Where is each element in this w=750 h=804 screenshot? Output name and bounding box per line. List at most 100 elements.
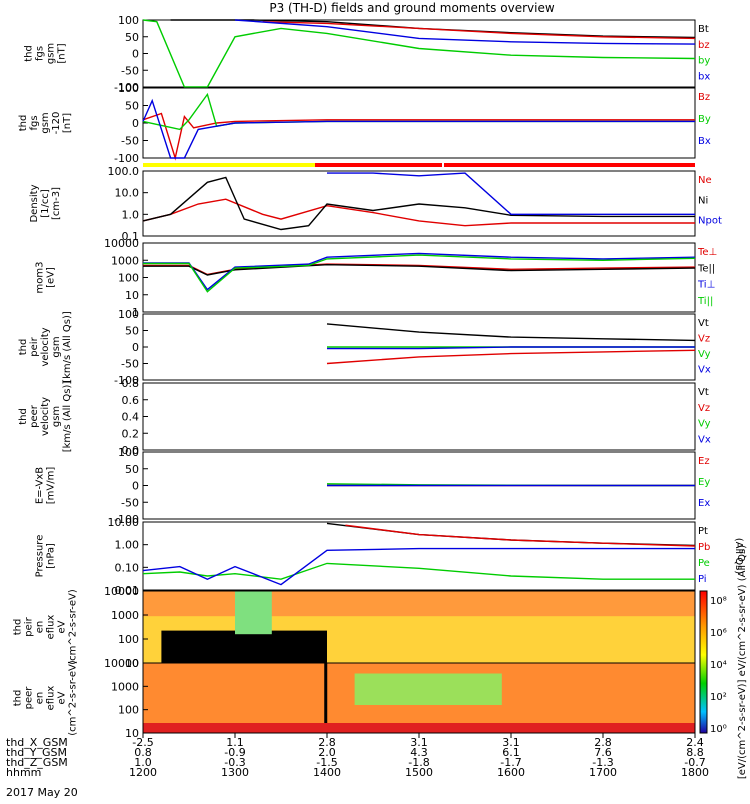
y-tick-label: 1 <box>132 306 139 319</box>
legend-entry: Vz <box>698 403 710 414</box>
spectro-fill <box>161 630 327 663</box>
y-axis-label-line: peir <box>29 336 40 356</box>
legend-entry: by <box>698 56 710 67</box>
colorbar-strip <box>699 590 708 734</box>
y-tick-label: 10000 <box>104 585 139 598</box>
colorbar-label: [eV/(cm^2-s-sr-eV)] eV/(cm^2-s-sr-eV) (A… <box>737 545 748 779</box>
panel-efield: 100 50 0 -50 -100 E=-VxB[mV/m] Ez Ey Ex <box>35 446 711 526</box>
y-tick-label: 10 <box>125 289 139 302</box>
series-line-Pb <box>345 524 696 547</box>
x-row-value: -0.9 <box>224 746 245 759</box>
y-axis-label-line: eV <box>57 620 68 633</box>
legend-entry: bx <box>698 71 710 82</box>
y-axis-label-line: [eV] <box>46 267 57 288</box>
spectro-band <box>501 673 695 709</box>
y-tick-label: 1.0 <box>122 208 140 221</box>
x-row-value: 4.3 <box>410 746 428 759</box>
series-line-Npot <box>327 172 695 216</box>
panel-fgs-120: 100 50 0 -50 -100 thdfgsgsm-120[nT] Bz By Bx <box>18 82 711 165</box>
y-axis-label-line: thd <box>13 619 24 636</box>
y-axis-label-line: thd <box>18 339 29 356</box>
legend-entry: Ne <box>698 175 712 186</box>
y-tick-label: 100 <box>118 446 139 459</box>
spectro-green <box>235 591 272 635</box>
legend-entry: bz <box>698 40 710 51</box>
panel-fgs: 100 50 0 -50 -100 thdfgsgsm[nT] Bt bz by bx <box>24 14 711 94</box>
y-axis-label-line: gsm <box>46 43 57 64</box>
y-axis-label: mom3[eV] <box>35 262 57 294</box>
y-axis-label-line: eflux <box>46 686 57 711</box>
y-tick-label: 0.10 <box>115 561 140 574</box>
y-tick-label: 0 <box>132 117 139 130</box>
x-row-value: -1.7 <box>500 756 521 769</box>
mode-bar-yellow <box>143 163 315 167</box>
y-tick-label: 50 <box>125 463 139 476</box>
y-tick-label: 0 <box>132 480 139 493</box>
series-line-Bz <box>142 112 695 161</box>
y-tick-label: 10.00 <box>108 516 140 529</box>
spectro-low <box>143 723 695 733</box>
y-axis-label: thdfgsgsm-120[nT] <box>18 112 73 135</box>
legend-entry: Vt <box>698 318 709 329</box>
y-axis-label-line: gsm <box>51 336 62 357</box>
y-axis-label-line: thd <box>18 115 29 132</box>
y-axis-label-line: [mV/m] <box>46 467 57 505</box>
y-tick-label: 100 <box>118 308 139 321</box>
x-row-value: 1400 <box>313 766 341 779</box>
x-row-value: 1.0 <box>134 756 152 769</box>
y-tick-label: 10 <box>125 727 139 740</box>
series-line-Pi <box>142 547 695 586</box>
x-row-value: 1800 <box>681 766 709 779</box>
series-line-bz <box>262 21 696 40</box>
y-tick-label: 50 <box>125 31 139 44</box>
y-tick-label: 100 <box>118 633 139 646</box>
legend-entry: Vy <box>698 419 711 430</box>
y-axis-label-line: velocity <box>40 327 51 366</box>
spectro-gap <box>324 663 328 733</box>
colorbar-tick: 10² <box>710 692 727 703</box>
y-axis-label-line: Pressure <box>35 535 46 578</box>
panel-peir-velocity: 100 50 0 -50 -100 thdpeirvelocitygsm[km/s (Al… <box>18 308 711 387</box>
panel-temperature: 10000 1000 100 10 1 mom3[eV] Te⊥ Te|| Ti⊥ Ti|| <box>35 237 718 319</box>
y-axis-label: thdpeerenefluxeV(cm^2-s-sr-eV) <box>13 660 79 736</box>
y-axis-label-line: eflux <box>46 615 57 640</box>
y-axis-label-line: [nT] <box>62 113 73 133</box>
x-row-value: 1500 <box>405 766 433 779</box>
panel-pressure: 10.00 1.00 0.10 0.01 Pressure[nPa] Pt Pb Pe Pi (A… <box>35 516 745 597</box>
y-axis-label-line: peer <box>24 686 35 710</box>
y-tick-label: 100 <box>118 82 139 95</box>
series-line-by <box>142 19 696 88</box>
y-axis-label: thdpeirenefluxeV(cm^2-s-sr-eV) <box>13 589 79 665</box>
x-row-value: 2.0 <box>318 746 336 759</box>
x-row-value: 1600 <box>497 766 525 779</box>
y-tick-label: -100 <box>114 152 139 165</box>
panel-peer-velocity: 0.8 0.6 0.4 0.2 0.0 thdpeervelocitygsm[km/s (… <box>18 377 711 457</box>
legend-entry: Vy <box>698 349 711 360</box>
y-axis-label-line: [km/s (All Qs)] <box>62 381 73 453</box>
x-row-value: 6.1 <box>502 746 520 759</box>
y-tick-label: 1.00 <box>115 539 140 552</box>
y-axis-label-line: mom3 <box>35 262 46 294</box>
legend-entry: Te|| <box>697 263 715 274</box>
panel-frame <box>142 382 696 451</box>
y-tick-label: 100 <box>118 704 139 717</box>
legend-entry: Pt <box>698 526 708 537</box>
x-row-value: 1.1 <box>226 736 244 749</box>
y-tick-label: 1000 <box>111 680 139 693</box>
y-axis-label: E=-VxB[mV/m] <box>35 467 57 505</box>
y-axis-label-line: (cm^2-s-sr-eV) <box>68 589 79 665</box>
y-axis-label-line: (cm^2-s-sr-eV) <box>68 660 79 736</box>
x-row-value: 1300 <box>221 766 249 779</box>
legend-entry: By <box>698 114 711 125</box>
x-row-value: -1.5 <box>316 756 337 769</box>
panels: 100500-50-100thdfgsgsm[nT]Btbzbybx100500… <box>13 14 745 740</box>
y-tick-label: 0 <box>132 48 139 61</box>
series-line-Vx <box>327 346 695 350</box>
x-row-value: 0.8 <box>134 746 152 759</box>
legend-entry: Vx <box>698 434 711 445</box>
colorbar: 10⁸ 10⁶ 10⁴ 10² 10⁰ [eV/(cm^2-s-sr-eV)] eV/(c… <box>699 545 748 779</box>
y-axis-label-line: fgs <box>35 46 46 61</box>
y-tick-label: 0 <box>132 341 139 354</box>
